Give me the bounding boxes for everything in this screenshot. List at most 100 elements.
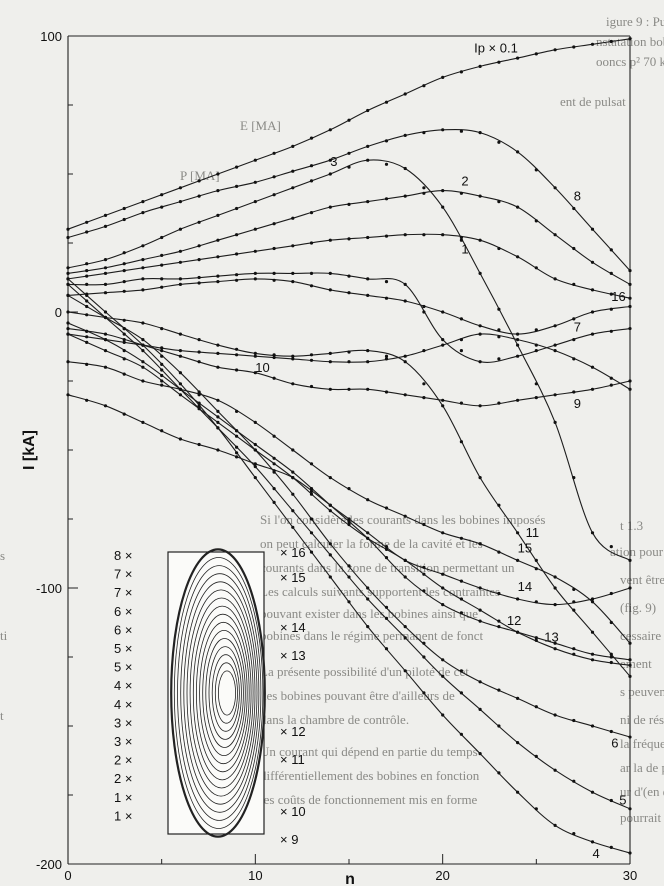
data-point: [590, 227, 595, 231]
data-point: [534, 636, 538, 640]
data-point: [272, 500, 276, 504]
data-point: [609, 591, 613, 596]
data-point: [478, 360, 482, 364]
svg-text:Un courant qui dépend en parti: Un courant qui dépend en partie du temps: [260, 744, 478, 759]
data-point: [403, 636, 407, 640]
inset-coil-label: 4 ×: [114, 697, 132, 712]
data-point: [534, 396, 538, 400]
data-point: [103, 338, 108, 342]
data-point: [478, 680, 482, 684]
data-point: [309, 462, 314, 466]
data-point: [66, 277, 70, 281]
data-point: [141, 420, 145, 424]
data-point: [459, 349, 463, 353]
data-point: [628, 658, 632, 662]
data-point: [85, 335, 89, 339]
data-point: [366, 597, 370, 601]
data-point: [366, 625, 370, 629]
series-7: [66, 271, 632, 364]
data-point: [347, 118, 351, 122]
data-point: [160, 285, 164, 289]
x-tick-label: 0: [64, 868, 71, 883]
data-point: [572, 652, 576, 656]
inset-coil-label: 1 ×: [114, 808, 132, 823]
data-point: [497, 550, 501, 554]
data-point: [160, 379, 164, 383]
data-point: [590, 332, 595, 336]
flux-contour: [183, 581, 258, 805]
y-axis-title: I [kA]: [21, 430, 38, 470]
data-point: [441, 603, 445, 607]
series-1: [66, 233, 632, 300]
data-point: [609, 307, 613, 311]
data-point: [103, 266, 108, 270]
data-point: [572, 600, 576, 604]
data-point: [422, 84, 426, 88]
data-point: [553, 713, 557, 717]
series-labels: Ip × 0.1 8 3 2 1 7 16 9 10 11 14 15 12 13 6 5 4: [255, 40, 626, 861]
flux-contour: [211, 654, 240, 732]
data-point: [403, 575, 407, 579]
data-point: [328, 542, 332, 546]
data-point: [66, 360, 70, 364]
data-point: [609, 652, 613, 656]
data-point: [441, 75, 445, 79]
data-point: [197, 179, 201, 183]
series-label-4: 4: [593, 846, 600, 861]
series-line-9: [67, 328, 631, 407]
data-point: [628, 641, 632, 645]
data-point: [628, 269, 632, 273]
data-point: [85, 313, 89, 317]
data-point: [122, 340, 126, 344]
data-point: [422, 131, 426, 135]
data-point: [422, 641, 426, 645]
data-point: [253, 271, 257, 275]
inset-coil-label: × 10: [280, 804, 306, 819]
data-point: [122, 217, 126, 222]
data-point: [572, 45, 576, 49]
data-point: [534, 638, 538, 643]
data-point: [253, 420, 257, 424]
data-point: [328, 288, 332, 292]
series-label-9: 9: [574, 396, 581, 411]
data-point: [516, 741, 520, 745]
svg-text:s: s: [0, 548, 5, 563]
data-point: [403, 393, 407, 397]
data-point: [534, 349, 538, 353]
svg-text:différentiellement des bobines: différentiellement des bobines en foncti…: [260, 768, 480, 783]
series-label-8: 8: [574, 189, 581, 204]
data-point: [272, 175, 276, 179]
flux-contour: [189, 597, 254, 789]
data-point: [141, 379, 145, 383]
flux-contour: [186, 589, 256, 797]
series-label-6: 6: [611, 736, 618, 751]
data-point: [609, 620, 613, 625]
data-point: [497, 724, 501, 728]
data-point: [216, 398, 220, 402]
data-point: [422, 691, 426, 695]
data-point: [609, 845, 613, 850]
data-point: [178, 371, 182, 375]
svg-text:les coûts de fonctionnement mi: les coûts de fonctionnement mis en forme: [260, 792, 478, 807]
data-point: [103, 291, 108, 295]
flux-contour: [208, 646, 242, 740]
inset-coil-label: 4 ×: [114, 678, 132, 693]
data-point: [309, 271, 314, 275]
data-point: [160, 362, 164, 366]
data-point: [85, 220, 89, 224]
svg-text:la fréquence: la fréquence: [620, 736, 664, 751]
data-point: [253, 354, 257, 358]
data-point: [516, 205, 520, 209]
y-tick-label: 0: [55, 305, 62, 320]
data-point: [122, 262, 126, 266]
data-point: [366, 387, 370, 391]
data-point: [590, 42, 595, 46]
svg-text:t: t: [0, 708, 4, 723]
data-point: [85, 262, 89, 266]
data-point: [347, 360, 351, 364]
series-label-7: 7: [574, 320, 581, 335]
data-point: [347, 487, 351, 491]
data-point: [103, 258, 108, 262]
svg-text:La présente possibilité d'un p: La présente possibilité d'un piloté de c…: [260, 664, 469, 679]
